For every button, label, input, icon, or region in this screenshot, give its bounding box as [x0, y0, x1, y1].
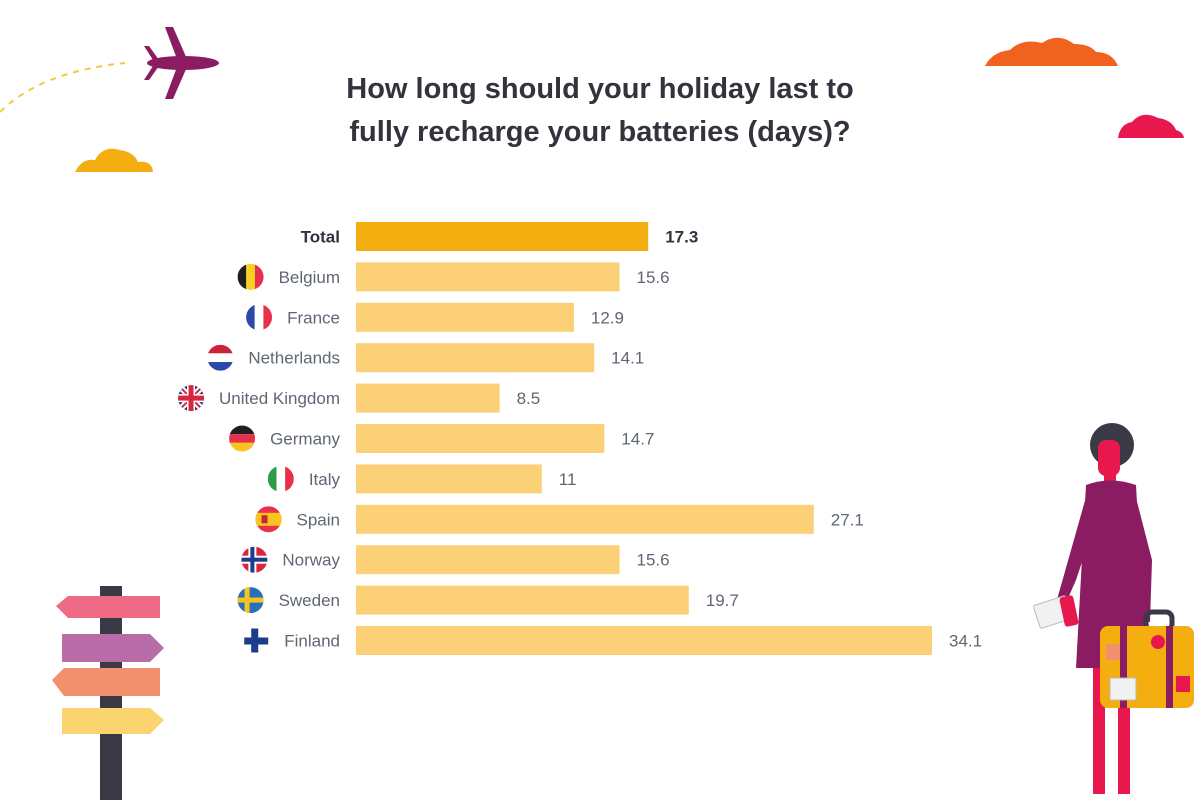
data-label: 12.9 [591, 308, 624, 327]
category-label: France [287, 308, 340, 327]
data-label: 34.1 [949, 632, 982, 651]
data-label: 14.1 [611, 349, 644, 368]
category-label: Germany [270, 430, 340, 449]
germany-flag-icon [229, 425, 256, 452]
category-label: Spain [297, 510, 340, 529]
finland-flag-icon [244, 628, 269, 653]
category-label: United Kingdom [219, 389, 340, 408]
airplane-icon [144, 27, 219, 99]
data-label: 19.7 [706, 591, 739, 610]
bar-italy [356, 464, 542, 494]
category-label: Finland [284, 632, 340, 651]
data-label: 17.3 [665, 228, 698, 247]
signpost-icon [52, 586, 164, 800]
cloud-icon [75, 148, 153, 172]
bar-sweden [356, 585, 689, 615]
category-label: Total [301, 228, 340, 247]
cloud-icon [985, 37, 1118, 66]
sweden-flag-icon [237, 587, 264, 614]
cloud-icon [1118, 114, 1184, 138]
france-flag-icon [246, 304, 273, 331]
italy-flag-icon [267, 465, 294, 492]
category-label: Sweden [279, 591, 340, 610]
belgium-flag-icon [237, 263, 264, 290]
bar-norway [356, 545, 620, 575]
bar-netherlands [356, 343, 595, 373]
data-label: 15.6 [637, 268, 670, 287]
data-label: 14.7 [621, 430, 654, 449]
category-label: Italy [309, 470, 341, 489]
data-label: 27.1 [831, 510, 864, 529]
flight-path-icon [0, 62, 126, 113]
chart-title: How long should your holiday last to ful… [346, 73, 854, 148]
bars-layer: Total 17.3 Belgium 15.6 France 12.9 Netherland… [178, 222, 982, 655]
bar-united-kingdom [356, 383, 500, 413]
bar-spain [356, 504, 814, 534]
norway-flag-icon [241, 546, 268, 573]
bar-total [356, 222, 649, 251]
traveler-with-suitcase-illustration [1033, 423, 1194, 794]
category-label: Norway [282, 551, 340, 570]
spain-flag-icon [255, 506, 282, 533]
data-label: 15.6 [637, 551, 670, 570]
bar-finland [356, 626, 932, 655]
bar-belgium [356, 262, 620, 292]
data-label: 8.5 [517, 389, 541, 408]
united-kingdom-flag-icon [178, 385, 205, 412]
data-label: 11 [559, 470, 577, 489]
bar-france [356, 302, 574, 332]
netherlands-flag-icon [207, 344, 234, 371]
category-label: Netherlands [248, 349, 340, 368]
category-label: Belgium [279, 268, 340, 287]
bar-germany [356, 424, 605, 453]
